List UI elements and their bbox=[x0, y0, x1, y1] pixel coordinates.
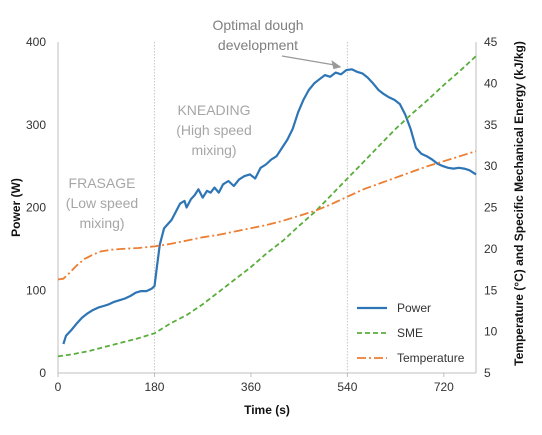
right-y-axis-title: Temperature (°C) and Specific Mechanical… bbox=[512, 41, 526, 366]
annotation-arrow-head bbox=[331, 60, 342, 70]
phase-lines-group bbox=[153, 42, 348, 373]
left-y-tick-label: 0 bbox=[39, 366, 46, 380]
right-y-tick-label: 25 bbox=[484, 201, 498, 215]
right-y-tick-label: 5 bbox=[484, 366, 491, 380]
right-y-tick-label: 45 bbox=[484, 35, 498, 49]
phase-label-line: mixing) bbox=[191, 142, 236, 158]
x-tick-label: 720 bbox=[434, 380, 454, 394]
left-y-tick-label: 400 bbox=[26, 35, 46, 49]
phase-label-line: (High speed bbox=[176, 122, 252, 138]
right-y-tick-label: 20 bbox=[484, 242, 498, 256]
left-y-tick-label: 100 bbox=[26, 283, 46, 297]
phase-label-line: mixing) bbox=[79, 215, 124, 231]
annotation-arrow-line bbox=[281, 55, 336, 66]
right-y-tick-label: 35 bbox=[484, 118, 498, 132]
x-tick-label: 0 bbox=[55, 380, 62, 394]
legend-label-sme: SME bbox=[397, 326, 423, 340]
series-line-power bbox=[62, 68, 477, 345]
left-y-tick-label: 200 bbox=[26, 201, 46, 215]
annotation-label-line: development bbox=[218, 37, 298, 53]
phase-label-line: KNEADING bbox=[177, 102, 250, 118]
left-y-tick-label: 300 bbox=[26, 118, 46, 132]
labels-group: FRASAGE (Low speed mixing) KNEADING (High sp… bbox=[66, 17, 342, 231]
right-y-tick-label: 40 bbox=[484, 76, 498, 90]
annotation-label-line: Optimal dough bbox=[212, 17, 303, 33]
right-y-tick-label: 15 bbox=[484, 283, 498, 297]
series-line-temperature bbox=[57, 150, 477, 281]
phase-label-line: FRASAGE bbox=[69, 175, 136, 191]
axes-group: 0 180 360 540 720 0 100 200 300 400 5 10 15 20 25 30 35 4… bbox=[9, 35, 526, 417]
legend-group: Power SME Temperature bbox=[357, 301, 465, 365]
legend-label-temperature: Temperature bbox=[397, 351, 465, 365]
left-y-axis-title: Power (W) bbox=[9, 178, 23, 237]
x-axis-title: Time (s) bbox=[244, 403, 290, 417]
right-y-tick-label: 30 bbox=[484, 159, 498, 173]
series-group bbox=[57, 55, 477, 358]
x-tick-label: 360 bbox=[241, 380, 261, 394]
legend-label-power: Power bbox=[397, 301, 431, 315]
x-tick-label: 180 bbox=[144, 380, 164, 394]
right-y-tick-label: 10 bbox=[484, 325, 498, 339]
x-tick-label: 540 bbox=[337, 380, 357, 394]
phase-label-line: (Low speed bbox=[66, 195, 138, 211]
